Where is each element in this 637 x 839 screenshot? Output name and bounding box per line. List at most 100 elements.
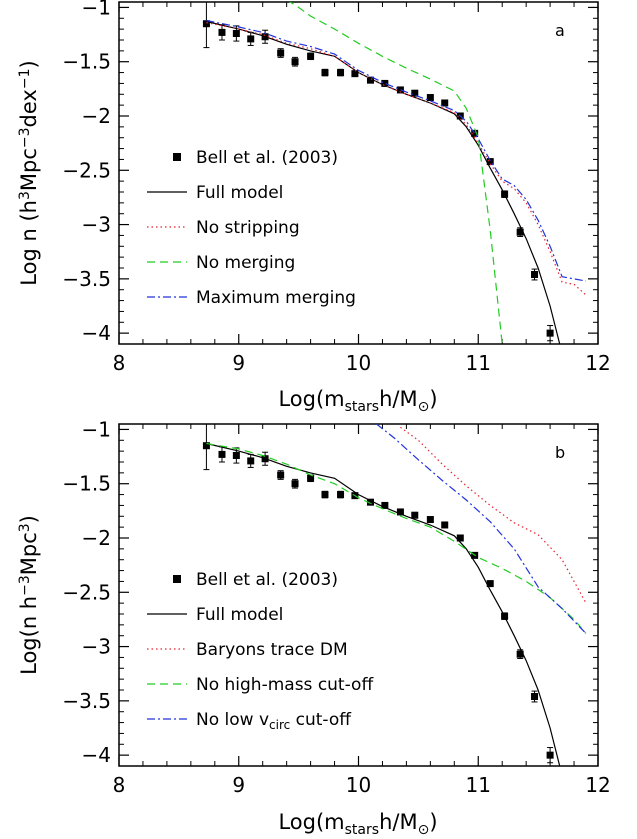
series-line-dashdot	[206, 19, 587, 282]
y-tick-label: −2.5	[62, 158, 111, 182]
data-point	[321, 491, 329, 499]
data-point	[366, 498, 374, 506]
panel-a-xlabel: Log(mstarsh/M⊙)	[278, 387, 437, 415]
series-line-dashed	[206, 442, 587, 634]
data-point	[486, 580, 494, 588]
data-point	[202, 20, 210, 28]
legend-label: No merging	[196, 253, 295, 273]
x-tick-label: 10	[346, 351, 371, 375]
data-point	[232, 451, 240, 459]
data-point	[218, 28, 226, 36]
panel-b-ylabel: Log(n h−3Mpc3)	[17, 515, 41, 675]
data-point	[247, 457, 255, 465]
panel-b-series	[202, 424, 587, 766]
legend-label: No high-mass cut-off	[196, 675, 374, 695]
x-tick-label: 8	[113, 351, 126, 375]
x-tick-label: 10	[346, 773, 371, 797]
series-line-dotted	[206, 22, 587, 296]
y-tick-label: −2.5	[62, 580, 111, 604]
panel-b-legend: Bell et al. (2003) Full model Baryons trac…	[147, 570, 374, 732]
panel-a-legend: Bell et al. (2003) Full model No stripping…	[147, 148, 356, 308]
data-point	[232, 29, 240, 37]
legend-marker-points	[173, 575, 181, 583]
data-point	[337, 491, 345, 499]
panel-b-tag: b	[555, 443, 565, 462]
legend-label: Full model	[196, 183, 283, 203]
data-point	[546, 329, 554, 337]
x-tick-label: 9	[232, 773, 245, 797]
series-line-solid	[206, 442, 561, 766]
data-point	[531, 271, 539, 279]
data-point	[441, 521, 449, 529]
x-tick-label: 11	[466, 351, 491, 375]
x-tick-label: 11	[466, 773, 491, 797]
y-tick-label: −2	[82, 104, 111, 128]
legend-label: Bell et al. (2003)	[196, 570, 338, 590]
data-point	[516, 650, 524, 658]
x-tick-label: 12	[585, 773, 610, 797]
panel-a: 8 9 10 11 12 −1 −1.5 −2 −2.5 −3 −3.5 −4 Bell et al.…	[17, 0, 611, 415]
panel-a-frame	[118, 1, 599, 345]
panel-a-ticks: 8 9 10 11 12 −1 −1.5 −2 −2.5 −3 −3.5 −4	[62, 0, 610, 375]
data-point	[456, 534, 464, 542]
data-point	[531, 693, 539, 701]
data-point	[441, 99, 449, 107]
legend-marker-points	[173, 153, 181, 161]
data-point	[307, 52, 315, 60]
data-point	[218, 450, 226, 458]
x-tick-label: 9	[232, 351, 245, 375]
data-point	[381, 501, 389, 509]
series-line-dashdot	[376, 424, 587, 634]
data-point	[291, 58, 299, 66]
legend-label: Full model	[196, 605, 283, 625]
series-line-dotted	[400, 426, 587, 604]
legend-label: Baryons trace DM	[196, 640, 348, 660]
data-point	[202, 442, 210, 450]
data-point	[277, 49, 285, 57]
panel-b-ticks: 8 9 10 11 12 −1 −1.5 −2 −2.5 −3 −3.5 −4	[62, 417, 610, 797]
y-tick-label: −1	[82, 0, 111, 19]
data-point	[291, 480, 299, 488]
y-tick-label: −4	[82, 321, 111, 345]
data-point	[351, 70, 359, 78]
y-tick-label: −1.5	[62, 472, 111, 496]
y-tick-label: −1.5	[62, 50, 111, 74]
data-point	[471, 129, 479, 137]
panel-b-frame	[118, 423, 599, 767]
data-point	[411, 511, 419, 519]
legend-label: No low vcirc cut-off	[196, 710, 352, 732]
data-point	[411, 89, 419, 97]
y-tick-label: −3	[82, 213, 111, 237]
data-point	[396, 508, 404, 516]
x-tick-label: 12	[585, 351, 610, 375]
y-tick-label: −3	[82, 635, 111, 659]
data-point	[426, 516, 434, 524]
data-point	[486, 158, 494, 166]
data-point	[546, 751, 554, 759]
data-point	[321, 69, 329, 77]
data-point	[277, 471, 285, 479]
legend-label: Bell et al. (2003)	[196, 148, 338, 168]
panel-b: 8 9 10 11 12 −1 −1.5 −2 −2.5 −3 −3.5 −4 Bell et al.…	[17, 417, 611, 838]
data-point	[396, 86, 404, 94]
data-point	[516, 228, 524, 236]
data-point	[426, 94, 434, 102]
data-point	[337, 69, 345, 77]
data-point	[247, 35, 255, 43]
series-line-dashed	[289, 2, 503, 344]
y-tick-label: −2	[82, 526, 111, 550]
x-tick-label: 8	[113, 773, 126, 797]
y-tick-label: −1	[82, 417, 111, 441]
y-tick-label: −3.5	[62, 689, 111, 713]
panel-a-ylabel: Log n (h3Mpc−3dex−1)	[17, 60, 41, 285]
panel-a-series	[202, 2, 587, 344]
panel-b-xlabel: Log(mstarsh/M⊙)	[278, 810, 437, 838]
data-point	[366, 76, 374, 84]
data-point	[381, 79, 389, 87]
y-tick-label: −4	[82, 743, 111, 767]
panel-a-tag: a	[555, 21, 565, 40]
legend-label: Maximum merging	[196, 288, 356, 308]
legend-label: No stripping	[196, 218, 300, 238]
y-tick-label: −3.5	[62, 267, 111, 291]
